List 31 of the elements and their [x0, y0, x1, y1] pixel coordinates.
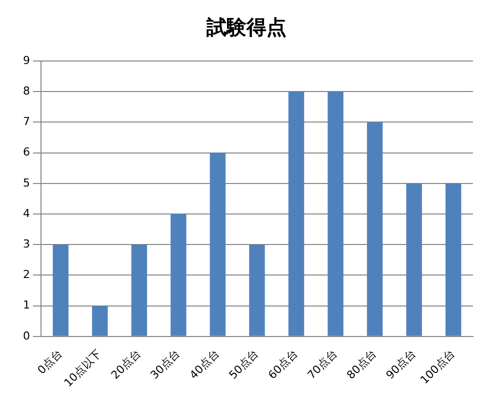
bar [446, 183, 462, 336]
x-tick-label: 40点台 [187, 347, 222, 382]
bar [328, 92, 344, 336]
bar [92, 306, 108, 336]
bar [52, 244, 68, 336]
y-tick-label: 5 [23, 176, 30, 190]
y-tick-label: 7 [23, 115, 30, 128]
x-tick-label: 30点台 [148, 347, 183, 382]
chart-title: 試験得点 [206, 15, 286, 40]
x-tick-label: 70点台 [305, 347, 340, 382]
y-tick-label: 3 [23, 237, 30, 250]
bar [366, 122, 383, 336]
y-tick-label: 9 [23, 54, 30, 67]
x-tick-label: 100点台 [418, 347, 458, 387]
bar [406, 183, 422, 336]
y-tick-label: 1 [23, 298, 30, 312]
y-tick-label: 8 [23, 84, 30, 98]
bar [170, 214, 186, 336]
y-tick-label: 2 [23, 268, 30, 282]
bar [131, 244, 148, 336]
bar [249, 244, 265, 336]
y-tick-label: 0 [23, 329, 30, 342]
x-tick-label: 60点台 [266, 347, 300, 382]
bar [210, 152, 226, 336]
x-tick-label: 20点台 [108, 347, 144, 382]
x-tick-label: 90点台 [384, 347, 418, 382]
x-tick-label: 80点台 [344, 347, 379, 382]
bar [288, 92, 304, 336]
y-tick-label: 6 [23, 146, 30, 159]
x-tick-label: 50点台 [226, 347, 262, 382]
y-tick-label: 4 [23, 206, 30, 220]
